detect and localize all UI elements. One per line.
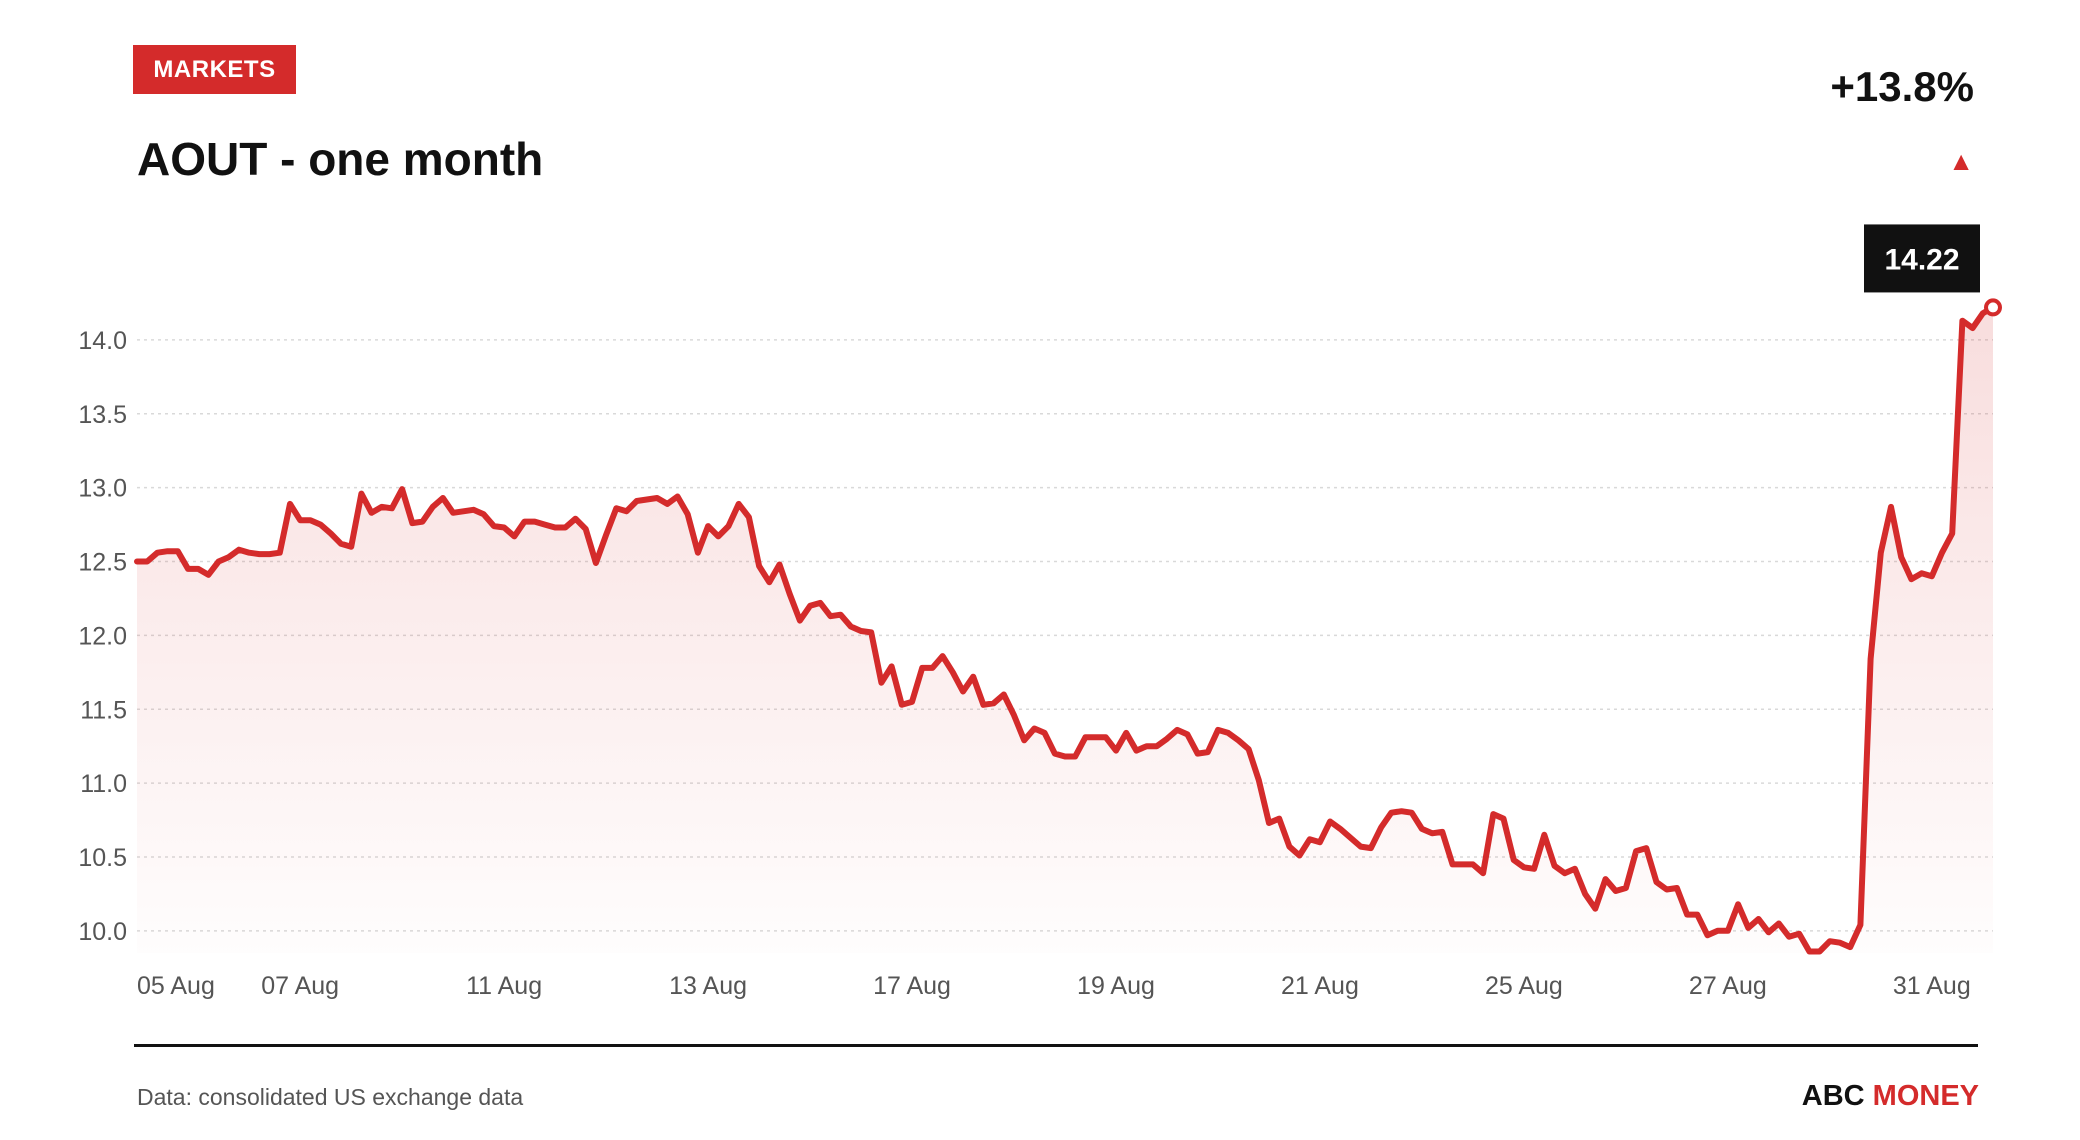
brand-name: ABC <box>1801 1080 1873 1112</box>
x-tick-label: 31 Aug <box>1893 972 1971 1000</box>
y-tick-label: 12.0 <box>78 622 127 650</box>
y-tick-label: 11.5 <box>80 696 127 724</box>
y-tick-label: 12.5 <box>78 549 127 577</box>
data-source: Data: consolidated US exchange data <box>137 1084 524 1110</box>
triangle-up-icon: ▲ <box>1948 146 1974 176</box>
percent-change: +13.8% <box>1830 63 1974 110</box>
y-tick-label: 10.0 <box>78 918 127 946</box>
chart-title: AOUT - one month <box>137 133 544 185</box>
area-fill <box>137 307 1993 953</box>
y-axis: 10.0 10.5 11.0 11.5 12.0 12.5 13.0 13.5 14.0 <box>78 327 127 946</box>
x-tick-label: 17 Aug <box>873 972 951 1000</box>
brand-name-accent: MONEY <box>1872 1080 1979 1112</box>
x-axis: 05 Aug 07 Aug 11 Aug 13 Aug 17 Aug 19 Aug 21 A… <box>137 972 1971 1000</box>
y-tick-label: 11.0 <box>80 770 127 798</box>
y-tick-label: 10.5 <box>78 844 127 872</box>
x-tick-label: 25 Aug <box>1485 972 1563 1000</box>
x-tick-label: 05 Aug <box>137 972 215 1000</box>
price-chart: 10.0 10.5 11.0 11.5 12.0 12.5 13.0 13.5 14.0 05 … <box>78 224 2002 1000</box>
last-value-tooltip: 14.22 <box>1864 224 1980 293</box>
brand-logo: ABC MONEY <box>1802 1080 1979 1113</box>
section-badge: MARKETS <box>133 45 296 94</box>
y-tick-label: 14.0 <box>78 327 127 355</box>
series-line <box>134 304 1996 955</box>
x-tick-label: 07 Aug <box>261 972 339 1000</box>
end-point-marker <box>1984 298 2002 317</box>
tooltip-box <box>1864 224 1980 293</box>
x-tick-label: 21 Aug <box>1281 972 1359 1000</box>
y-tick-label: 13.0 <box>78 475 127 503</box>
x-tick-label: 27 Aug <box>1689 972 1767 1000</box>
last-value-label: 14.22 <box>1884 243 1959 276</box>
x-tick-label: 11 Aug <box>466 972 542 1000</box>
footer-divider <box>134 1044 1978 1047</box>
x-tick-label: 13 Aug <box>669 972 747 1000</box>
x-tick-label: 19 Aug <box>1077 972 1155 1000</box>
y-tick-label: 13.5 <box>78 401 127 429</box>
